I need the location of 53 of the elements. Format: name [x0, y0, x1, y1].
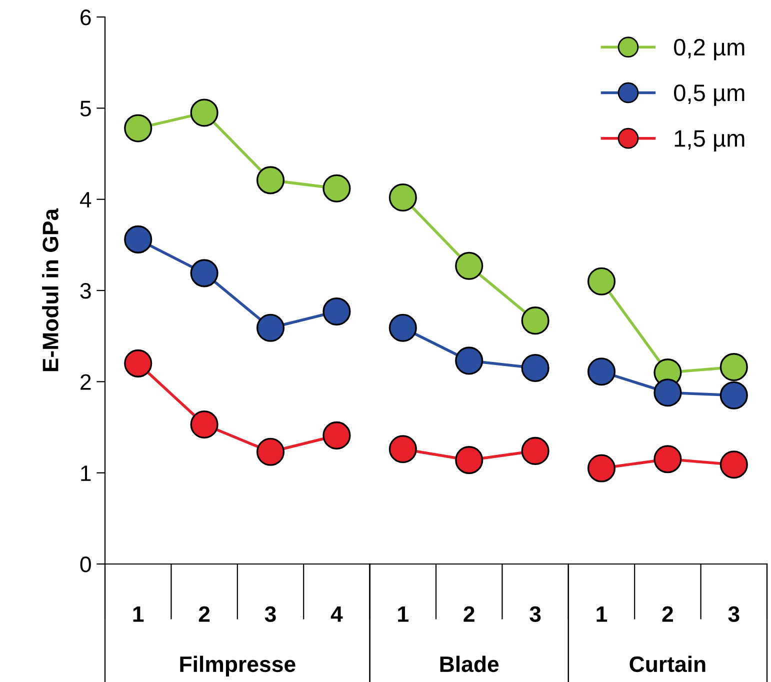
x-tick-label: 2 [198, 606, 210, 622]
point [455, 252, 484, 280]
text: Blade [440, 656, 499, 672]
x-tick-label: 1 [398, 606, 408, 622]
point [124, 114, 152, 142]
point [256, 314, 285, 342]
point [720, 381, 748, 410]
y-tick-label: 1 [81, 466, 91, 481]
y-tick-label: 0 [80, 556, 91, 572]
y-tick-label: 4 [80, 192, 92, 208]
x-tick-label: 1 [133, 606, 144, 622]
point [256, 438, 285, 466]
point [654, 445, 682, 474]
text: Filmpresse [180, 656, 296, 676]
legend-label: 1,5 µm [674, 130, 744, 152]
y-tick-label: 3 [80, 283, 91, 299]
point [190, 410, 218, 439]
x-tick-label: 3 [728, 606, 740, 622]
point [587, 267, 616, 296]
point [124, 225, 152, 254]
x-tick-label: 2 [662, 606, 673, 622]
point [587, 454, 616, 482]
x-tick-label: 3 [264, 606, 276, 622]
point [654, 378, 682, 407]
point [124, 349, 152, 378]
y-tick-label: 2 [80, 374, 91, 390]
legend-label: 0,2 µm [674, 38, 744, 60]
point [322, 174, 351, 202]
x-tick-label: 1 [596, 606, 608, 622]
point [322, 421, 351, 450]
point [388, 314, 417, 342]
point [388, 435, 417, 464]
point [256, 166, 285, 194]
point [587, 358, 616, 386]
point [322, 297, 351, 326]
x-tick-label: 2 [464, 606, 474, 622]
x-tick-label: 3 [530, 606, 541, 622]
y-tick-label: 5 [80, 100, 91, 116]
point [720, 353, 748, 382]
point [720, 450, 748, 479]
x-tick-label: 4 [330, 606, 343, 622]
point [190, 98, 218, 127]
text: Curtain [630, 656, 706, 672]
legend-label: 0,5 µm [674, 84, 744, 106]
point [455, 446, 484, 474]
point [521, 306, 550, 335]
y-axis-title: E-Modul in GPa [42, 208, 58, 372]
point [521, 354, 550, 382]
y-tick-label: 6 [80, 10, 91, 26]
point [521, 436, 550, 465]
point [455, 346, 484, 375]
point [190, 259, 218, 288]
point [388, 183, 417, 212]
